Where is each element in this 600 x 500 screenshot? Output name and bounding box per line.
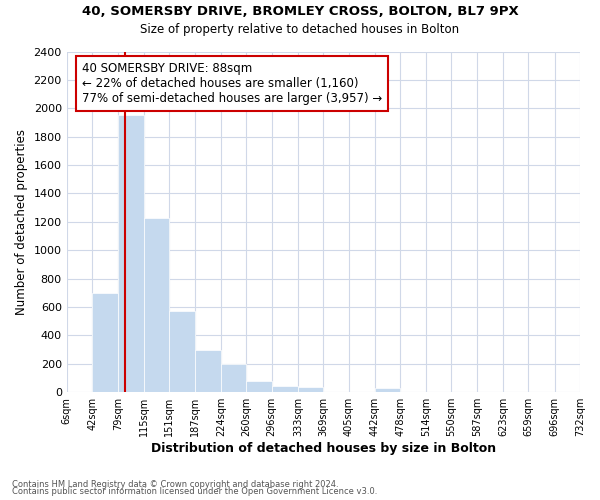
Text: Size of property relative to detached houses in Bolton: Size of property relative to detached ho… <box>140 22 460 36</box>
Bar <box>246 381 272 392</box>
X-axis label: Distribution of detached houses by size in Bolton: Distribution of detached houses by size … <box>151 442 496 455</box>
Bar <box>375 388 400 392</box>
Bar <box>118 116 144 392</box>
Bar <box>169 310 194 392</box>
Bar <box>144 218 169 392</box>
Bar <box>194 350 221 392</box>
Text: 40 SOMERSBY DRIVE: 88sqm
← 22% of detached houses are smaller (1,160)
77% of sem: 40 SOMERSBY DRIVE: 88sqm ← 22% of detach… <box>82 62 382 104</box>
Text: Contains public sector information licensed under the Open Government Licence v3: Contains public sector information licen… <box>12 488 377 496</box>
Bar <box>272 386 298 392</box>
Bar <box>221 364 246 392</box>
Bar <box>298 387 323 392</box>
Y-axis label: Number of detached properties: Number of detached properties <box>15 129 28 315</box>
Bar <box>92 293 118 392</box>
Text: Contains HM Land Registry data © Crown copyright and database right 2024.: Contains HM Land Registry data © Crown c… <box>12 480 338 489</box>
Text: 40, SOMERSBY DRIVE, BROMLEY CROSS, BOLTON, BL7 9PX: 40, SOMERSBY DRIVE, BROMLEY CROSS, BOLTO… <box>82 5 518 18</box>
